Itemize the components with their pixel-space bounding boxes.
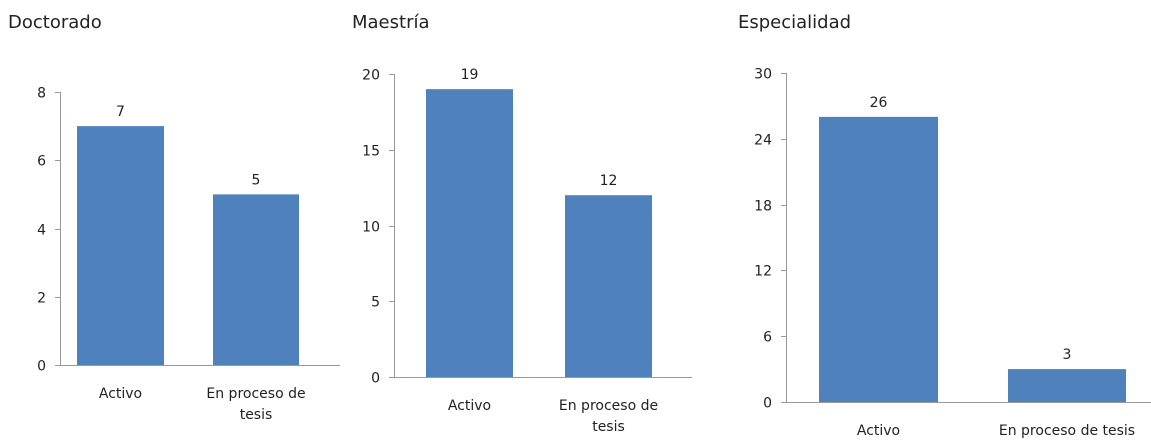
category-label: En proceso de tesis [559,398,658,435]
y-tick-label: 18 [754,199,772,215]
y-tick-label: 12 [754,264,772,280]
bar-2 [213,194,299,365]
chart-title: Especialidad [738,12,851,33]
data-label: 12 [600,173,618,189]
bar-1 [77,126,164,365]
data-label: 3 [1063,347,1072,363]
bar-2 [1008,369,1126,402]
y-tick-label: 6 [763,330,772,346]
y-tick-label: 2 [37,291,46,307]
category-label: Activo [448,398,491,414]
y-tick-label: 5 [371,295,380,311]
data-label: 19 [461,67,479,83]
y-tick-label: 8 [37,86,46,102]
bar-1 [819,116,938,402]
category-label: Activo [857,423,900,439]
y-tick-label: 0 [37,359,46,375]
chart-title: Maestría [352,12,430,33]
bar-1 [426,89,513,378]
data-label: 26 [870,95,888,111]
chart-title: Doctorado [8,12,102,33]
y-tick-label: 15 [362,144,380,160]
category-label: En proceso de tesis [206,386,305,423]
y-tick-label: 0 [371,371,380,387]
y-tick-label: 24 [754,133,772,149]
category-label: Activo [99,386,142,402]
y-tick-label: 6 [37,154,46,170]
y-tick-label: 30 [754,67,772,83]
y-tick-label: 4 [37,223,46,239]
y-tick-label: 20 [362,68,380,84]
category-label: En proceso de tesis [999,423,1135,439]
bar-2 [565,195,652,377]
data-label: 7 [116,104,125,120]
y-tick-label: 10 [362,220,380,236]
chart-panel-3: Especialidad 0 6 12 18 24 30 26 Activo 3 En proces… [738,12,1151,439]
chart-panel-2: Maestría 0 5 10 15 20 19 Activo 12 En proceso de t… [352,12,692,435]
chart-panel-1: Doctorado 0 2 4 6 8 7 Activo 5 En proceso de tesis [8,12,340,423]
data-label: 5 [252,172,261,188]
y-tick-label: 0 [763,396,772,412]
